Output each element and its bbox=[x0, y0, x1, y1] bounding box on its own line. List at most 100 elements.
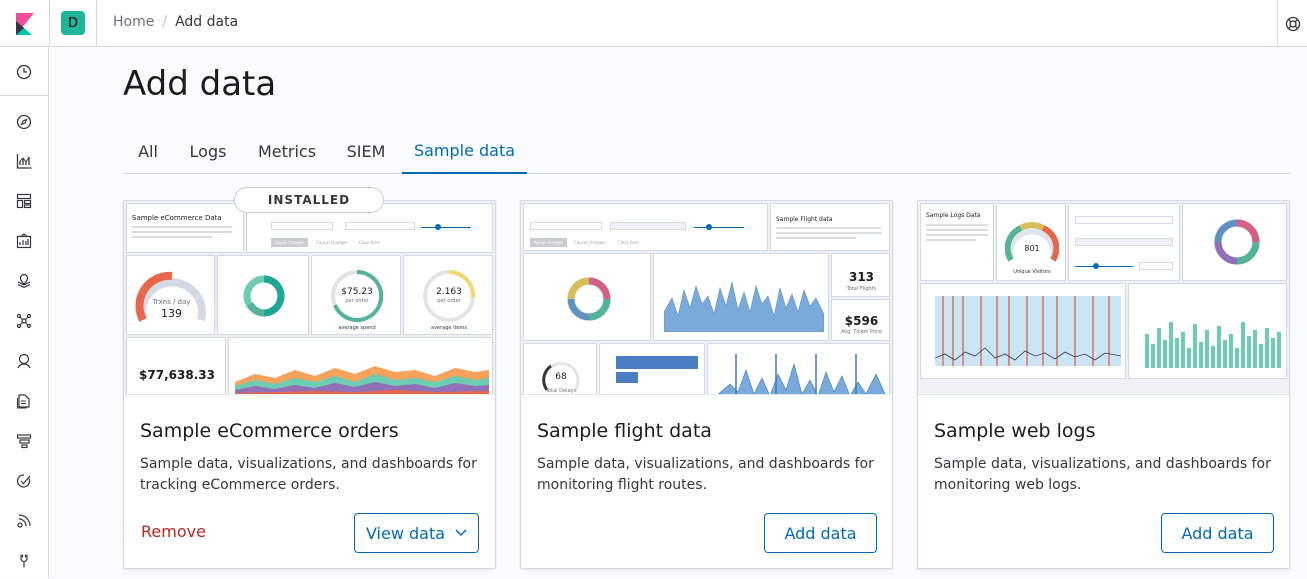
preview-cancel-button: Cancel changes bbox=[316, 240, 348, 245]
add-data-button[interactable]: Add data bbox=[1161, 513, 1274, 553]
preview-bar-chart-panel bbox=[599, 343, 705, 394]
preview-apply-button: Apply changes bbox=[530, 238, 567, 247]
preview-clear-button: Clear form bbox=[359, 240, 381, 245]
sample-card-ecommerce: Sample eCommerce Data Apply changes Canc… bbox=[123, 200, 496, 569]
preview-avg-price: $75.23 bbox=[341, 287, 373, 297]
preview-total-flights: 313 bbox=[848, 270, 875, 284]
add-data-button[interactable]: Add data bbox=[764, 513, 877, 553]
preview-panel: Sample eCommerce Data bbox=[126, 203, 244, 253]
ml-icon bbox=[16, 313, 32, 329]
preview-total-flights-panel: 313 Total Flights bbox=[831, 253, 890, 297]
nav-infrastructure[interactable] bbox=[0, 343, 48, 379]
clock-icon bbox=[16, 64, 32, 80]
preview-revenue: $77,638.33 bbox=[139, 368, 215, 382]
card-title: Sample eCommerce orders bbox=[140, 420, 399, 442]
preview-area-chart-panel bbox=[228, 337, 493, 394]
sample-card-flights: Apply changes Cancel changes Clear form … bbox=[520, 200, 893, 569]
nav-maps[interactable] bbox=[0, 263, 48, 299]
maps-icon bbox=[17, 273, 31, 289]
preview-avg-price-label: Avg. Ticket Price bbox=[840, 329, 883, 335]
preview-avg-price-unit: per order bbox=[345, 298, 369, 304]
recently-viewed-button[interactable] bbox=[0, 54, 48, 90]
preview-visitors-chart-panel bbox=[1128, 283, 1287, 379]
preview-delays-panel: 68 Total Delays bbox=[523, 343, 597, 394]
preview-avg-price-label: average spend bbox=[338, 325, 376, 331]
preview-title-panel: Sample Flight data bbox=[770, 203, 890, 251]
preview-visitors: 801 bbox=[1024, 244, 1040, 253]
preview-cancel-button: Cancel changes bbox=[574, 240, 606, 245]
preview-avg-qty-panel: 2.163 per order average items bbox=[403, 255, 493, 335]
dev-tools-icon bbox=[20, 554, 28, 568]
card-description: Sample data, visualizations, and dashboa… bbox=[934, 456, 1271, 493]
preview-gauge-panel: Trxns / day 139 bbox=[126, 255, 215, 335]
preview-apply-button: Apply changes bbox=[271, 238, 308, 247]
view-data-label: View data bbox=[365, 523, 446, 543]
web-logs-dashboard-preview[interactable]: Sample Logs Data 801 Unique Visitors bbox=[918, 201, 1289, 395]
tab-sample-data[interactable]: Sample data bbox=[402, 128, 527, 174]
dashboard-icon bbox=[16, 193, 32, 209]
flights-dashboard-preview[interactable]: Apply changes Cancel changes Clear form … bbox=[521, 201, 892, 395]
tab-siem[interactable]: SIEM bbox=[346, 141, 386, 161]
preview-revenue-panel: $77,638.33 bbox=[126, 337, 226, 394]
tab-all[interactable]: All bbox=[138, 141, 158, 161]
card-title: Sample flight data bbox=[537, 420, 712, 442]
kibana-logo[interactable] bbox=[0, 0, 49, 47]
nav-siem[interactable] bbox=[0, 503, 48, 539]
preview-area-chart-panel bbox=[653, 253, 829, 341]
canvas-icon bbox=[16, 233, 32, 249]
breadcrumb-home[interactable]: Home bbox=[113, 14, 155, 30]
preview-clear-button: Clear form bbox=[618, 240, 640, 245]
preview-donut-panel bbox=[217, 255, 309, 335]
preview-avg-qty-label: average items bbox=[431, 325, 467, 331]
siem-icon bbox=[17, 514, 31, 528]
visualize-icon bbox=[16, 154, 32, 169]
sample-card-web-logs: Sample Logs Data 801 Unique Visitors bbox=[917, 200, 1290, 569]
installed-badge: INSTALLED bbox=[234, 187, 384, 213]
preview-total-flights-label: Total Flights bbox=[846, 286, 877, 292]
nav-visualize[interactable] bbox=[0, 143, 48, 179]
preview-visitors-label: Unique Visitors bbox=[1013, 269, 1051, 275]
remove-button[interactable]: Remove bbox=[141, 522, 206, 541]
preview-avg-qty: 2.163 bbox=[436, 287, 462, 297]
tab-metrics[interactable]: Metrics bbox=[257, 141, 317, 161]
preview-gauge-value: 139 bbox=[161, 307, 182, 320]
nav-machine-learning[interactable] bbox=[0, 303, 48, 339]
breadcrumb-current: Add data bbox=[175, 14, 239, 30]
preview-delays: 68 bbox=[555, 372, 567, 382]
help-menu-button[interactable] bbox=[1277, 0, 1307, 47]
breadcrumb: Home / Add data bbox=[113, 14, 238, 30]
preview-controls-panel bbox=[1068, 203, 1180, 281]
uptime-icon bbox=[16, 474, 31, 488]
tab-bar: All Logs Metrics SIEM Sample data bbox=[123, 128, 1291, 174]
breadcrumb-separator: / bbox=[162, 14, 168, 30]
compass-icon bbox=[16, 114, 32, 130]
preview-gauge-label: Trxns / day bbox=[152, 298, 191, 306]
preview-title-panel: Sample Logs Data bbox=[920, 203, 994, 281]
nav-discover[interactable] bbox=[0, 104, 48, 140]
preview-avg-price: $596 bbox=[844, 314, 879, 328]
preview-donut-panel bbox=[1182, 203, 1287, 281]
preview-controls-panel: Apply changes Cancel changes Clear form bbox=[523, 203, 768, 251]
header-divider bbox=[49, 0, 50, 47]
nav-canvas[interactable] bbox=[0, 223, 48, 259]
nav-dev-tools[interactable] bbox=[0, 543, 48, 579]
preview-title: Sample Flight data bbox=[776, 216, 833, 223]
logs-icon bbox=[16, 394, 30, 409]
nav-apm[interactable] bbox=[0, 423, 48, 459]
nav-uptime[interactable] bbox=[0, 463, 48, 499]
help-icon bbox=[1285, 16, 1300, 31]
view-data-button[interactable]: View data bbox=[354, 513, 479, 553]
preview-donut-panel bbox=[523, 253, 651, 341]
preview-avg-price-panel: $75.23 per order average spend bbox=[311, 255, 401, 335]
infrastructure-icon bbox=[17, 353, 31, 369]
space-avatar[interactable]: D bbox=[61, 11, 85, 35]
preview-delays-label: Total Delays bbox=[545, 388, 577, 394]
header-divider bbox=[96, 0, 97, 47]
card-description: Sample data, visualizations, and dashboa… bbox=[140, 456, 477, 493]
tab-logs[interactable]: Logs bbox=[189, 141, 227, 161]
nav-dashboard[interactable] bbox=[0, 183, 48, 219]
ecommerce-dashboard-preview[interactable]: Sample eCommerce Data Apply changes Canc… bbox=[124, 201, 495, 395]
nav-logs[interactable] bbox=[0, 383, 48, 419]
page-title: Add data bbox=[123, 64, 277, 104]
preview-title: Sample Logs Data bbox=[926, 212, 981, 219]
